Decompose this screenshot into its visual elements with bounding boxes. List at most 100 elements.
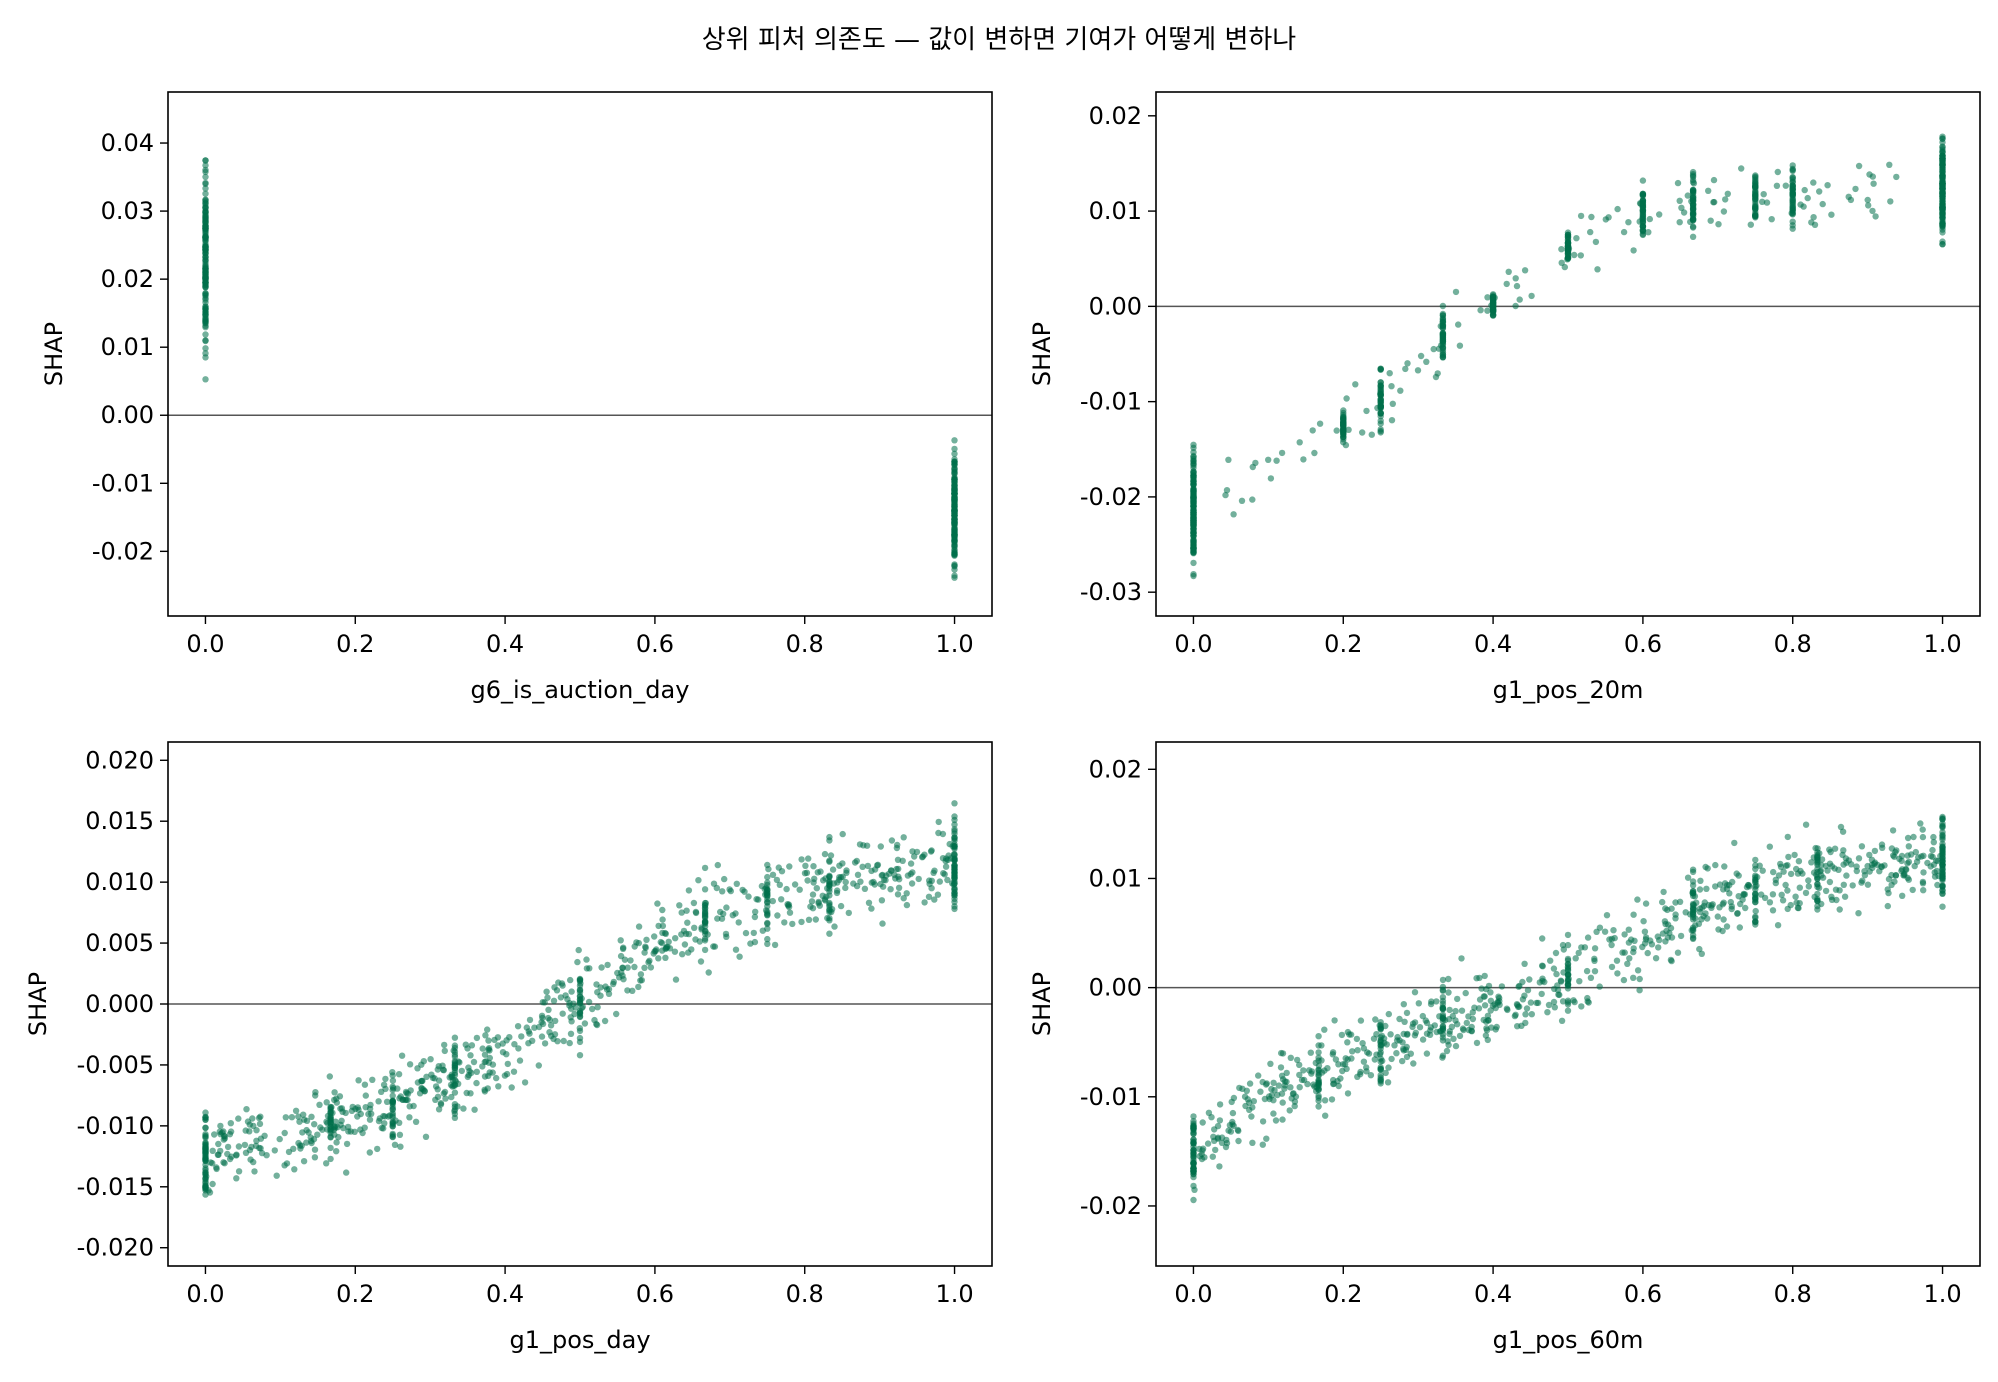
data-point — [1816, 188, 1823, 195]
data-point — [1452, 288, 1460, 296]
data-point — [1852, 185, 1859, 193]
data-point — [593, 981, 600, 988]
data-point — [714, 915, 721, 922]
data-point — [1315, 1097, 1322, 1104]
data-point — [303, 1139, 310, 1146]
data-point — [1259, 1141, 1267, 1148]
data-point — [1787, 901, 1794, 909]
data-point — [900, 834, 907, 841]
data-point — [662, 954, 669, 961]
data-point — [647, 964, 655, 971]
data-point — [1723, 923, 1731, 930]
data-point — [1939, 184, 1946, 191]
data-point — [1849, 882, 1856, 889]
data-point — [1939, 149, 1946, 156]
data-point — [798, 918, 805, 926]
data-point — [1733, 870, 1740, 877]
data-point — [1678, 204, 1685, 211]
data-point — [1190, 1168, 1197, 1176]
data-point — [1190, 509, 1197, 517]
data-point — [1899, 892, 1906, 899]
data-point — [1377, 426, 1384, 433]
data-point — [471, 1106, 478, 1113]
data-point — [1759, 198, 1766, 205]
data-point — [558, 980, 566, 987]
data-point — [1611, 934, 1618, 942]
data-point — [1573, 235, 1580, 242]
data-point — [203, 1173, 210, 1180]
x-tick-label: 1.0 — [1923, 1280, 1961, 1308]
x-tick-label: 0.6 — [1624, 1280, 1662, 1308]
data-point — [323, 1126, 331, 1133]
data-point — [752, 908, 759, 915]
data-point — [288, 1114, 296, 1121]
data-point — [1845, 193, 1852, 200]
data-point — [504, 1060, 511, 1068]
data-point — [755, 896, 762, 903]
data-point — [1939, 882, 1946, 890]
data-point — [736, 953, 743, 960]
data-point — [1720, 208, 1728, 215]
data-point — [676, 902, 683, 909]
data-point — [1737, 900, 1744, 908]
data-point — [1909, 886, 1916, 894]
data-point — [1397, 387, 1404, 394]
data-point — [1307, 1049, 1315, 1056]
data-point — [355, 1077, 362, 1084]
panel-pos-60m: 0.0 0.2 0.4 0.6 0.8 1.0 -0.02 -0.01 0.00 0.01 0.02… — [1028, 741, 1981, 1354]
data-point — [1689, 866, 1697, 873]
data-point — [1796, 884, 1804, 891]
data-point — [207, 1159, 214, 1166]
data-point — [202, 1155, 209, 1163]
data-point — [1309, 427, 1316, 434]
data-point — [1676, 197, 1683, 204]
data-point — [1742, 904, 1749, 912]
data-point — [637, 971, 645, 978]
data-point — [1538, 990, 1545, 998]
data-point — [1780, 868, 1787, 875]
data-point — [1377, 382, 1384, 389]
data-point — [473, 1034, 481, 1042]
data-point — [1934, 881, 1941, 889]
data-point — [482, 1032, 489, 1039]
data-point — [613, 1010, 620, 1018]
data-point — [951, 574, 958, 581]
x-tick-label: 0.4 — [486, 1280, 524, 1308]
data-point — [789, 920, 796, 928]
data-point — [1190, 503, 1197, 510]
data-point — [1564, 999, 1572, 1006]
data-point — [1279, 1116, 1286, 1123]
data-point — [374, 1145, 381, 1153]
data-point — [485, 1045, 493, 1052]
data-point — [697, 958, 705, 965]
data-point — [458, 1067, 465, 1075]
data-point — [1229, 1109, 1237, 1117]
data-point — [843, 869, 850, 876]
data-point — [354, 1104, 361, 1111]
data-point — [324, 1112, 332, 1120]
data-point — [1795, 904, 1802, 912]
data-point — [1746, 883, 1753, 890]
data-point — [1410, 1060, 1417, 1067]
data-point — [1902, 866, 1909, 873]
data-point — [312, 1092, 319, 1099]
data-point — [1505, 268, 1512, 275]
data-point — [1858, 843, 1866, 850]
data-point — [361, 1081, 369, 1088]
data-point — [778, 868, 786, 875]
data-point — [859, 863, 866, 870]
data-point — [877, 880, 884, 888]
data-point — [251, 1168, 258, 1175]
data-point — [1805, 883, 1813, 890]
data-point — [1558, 1017, 1566, 1024]
data-point — [1377, 1072, 1384, 1079]
data-point — [864, 862, 872, 870]
data-point — [1801, 186, 1808, 194]
data-point — [1592, 238, 1600, 246]
data-point — [1275, 1082, 1283, 1089]
data-point — [824, 885, 831, 892]
data-point — [1705, 187, 1712, 194]
data-point — [1939, 143, 1946, 150]
data-point — [1939, 823, 1946, 830]
data-point — [908, 880, 916, 887]
